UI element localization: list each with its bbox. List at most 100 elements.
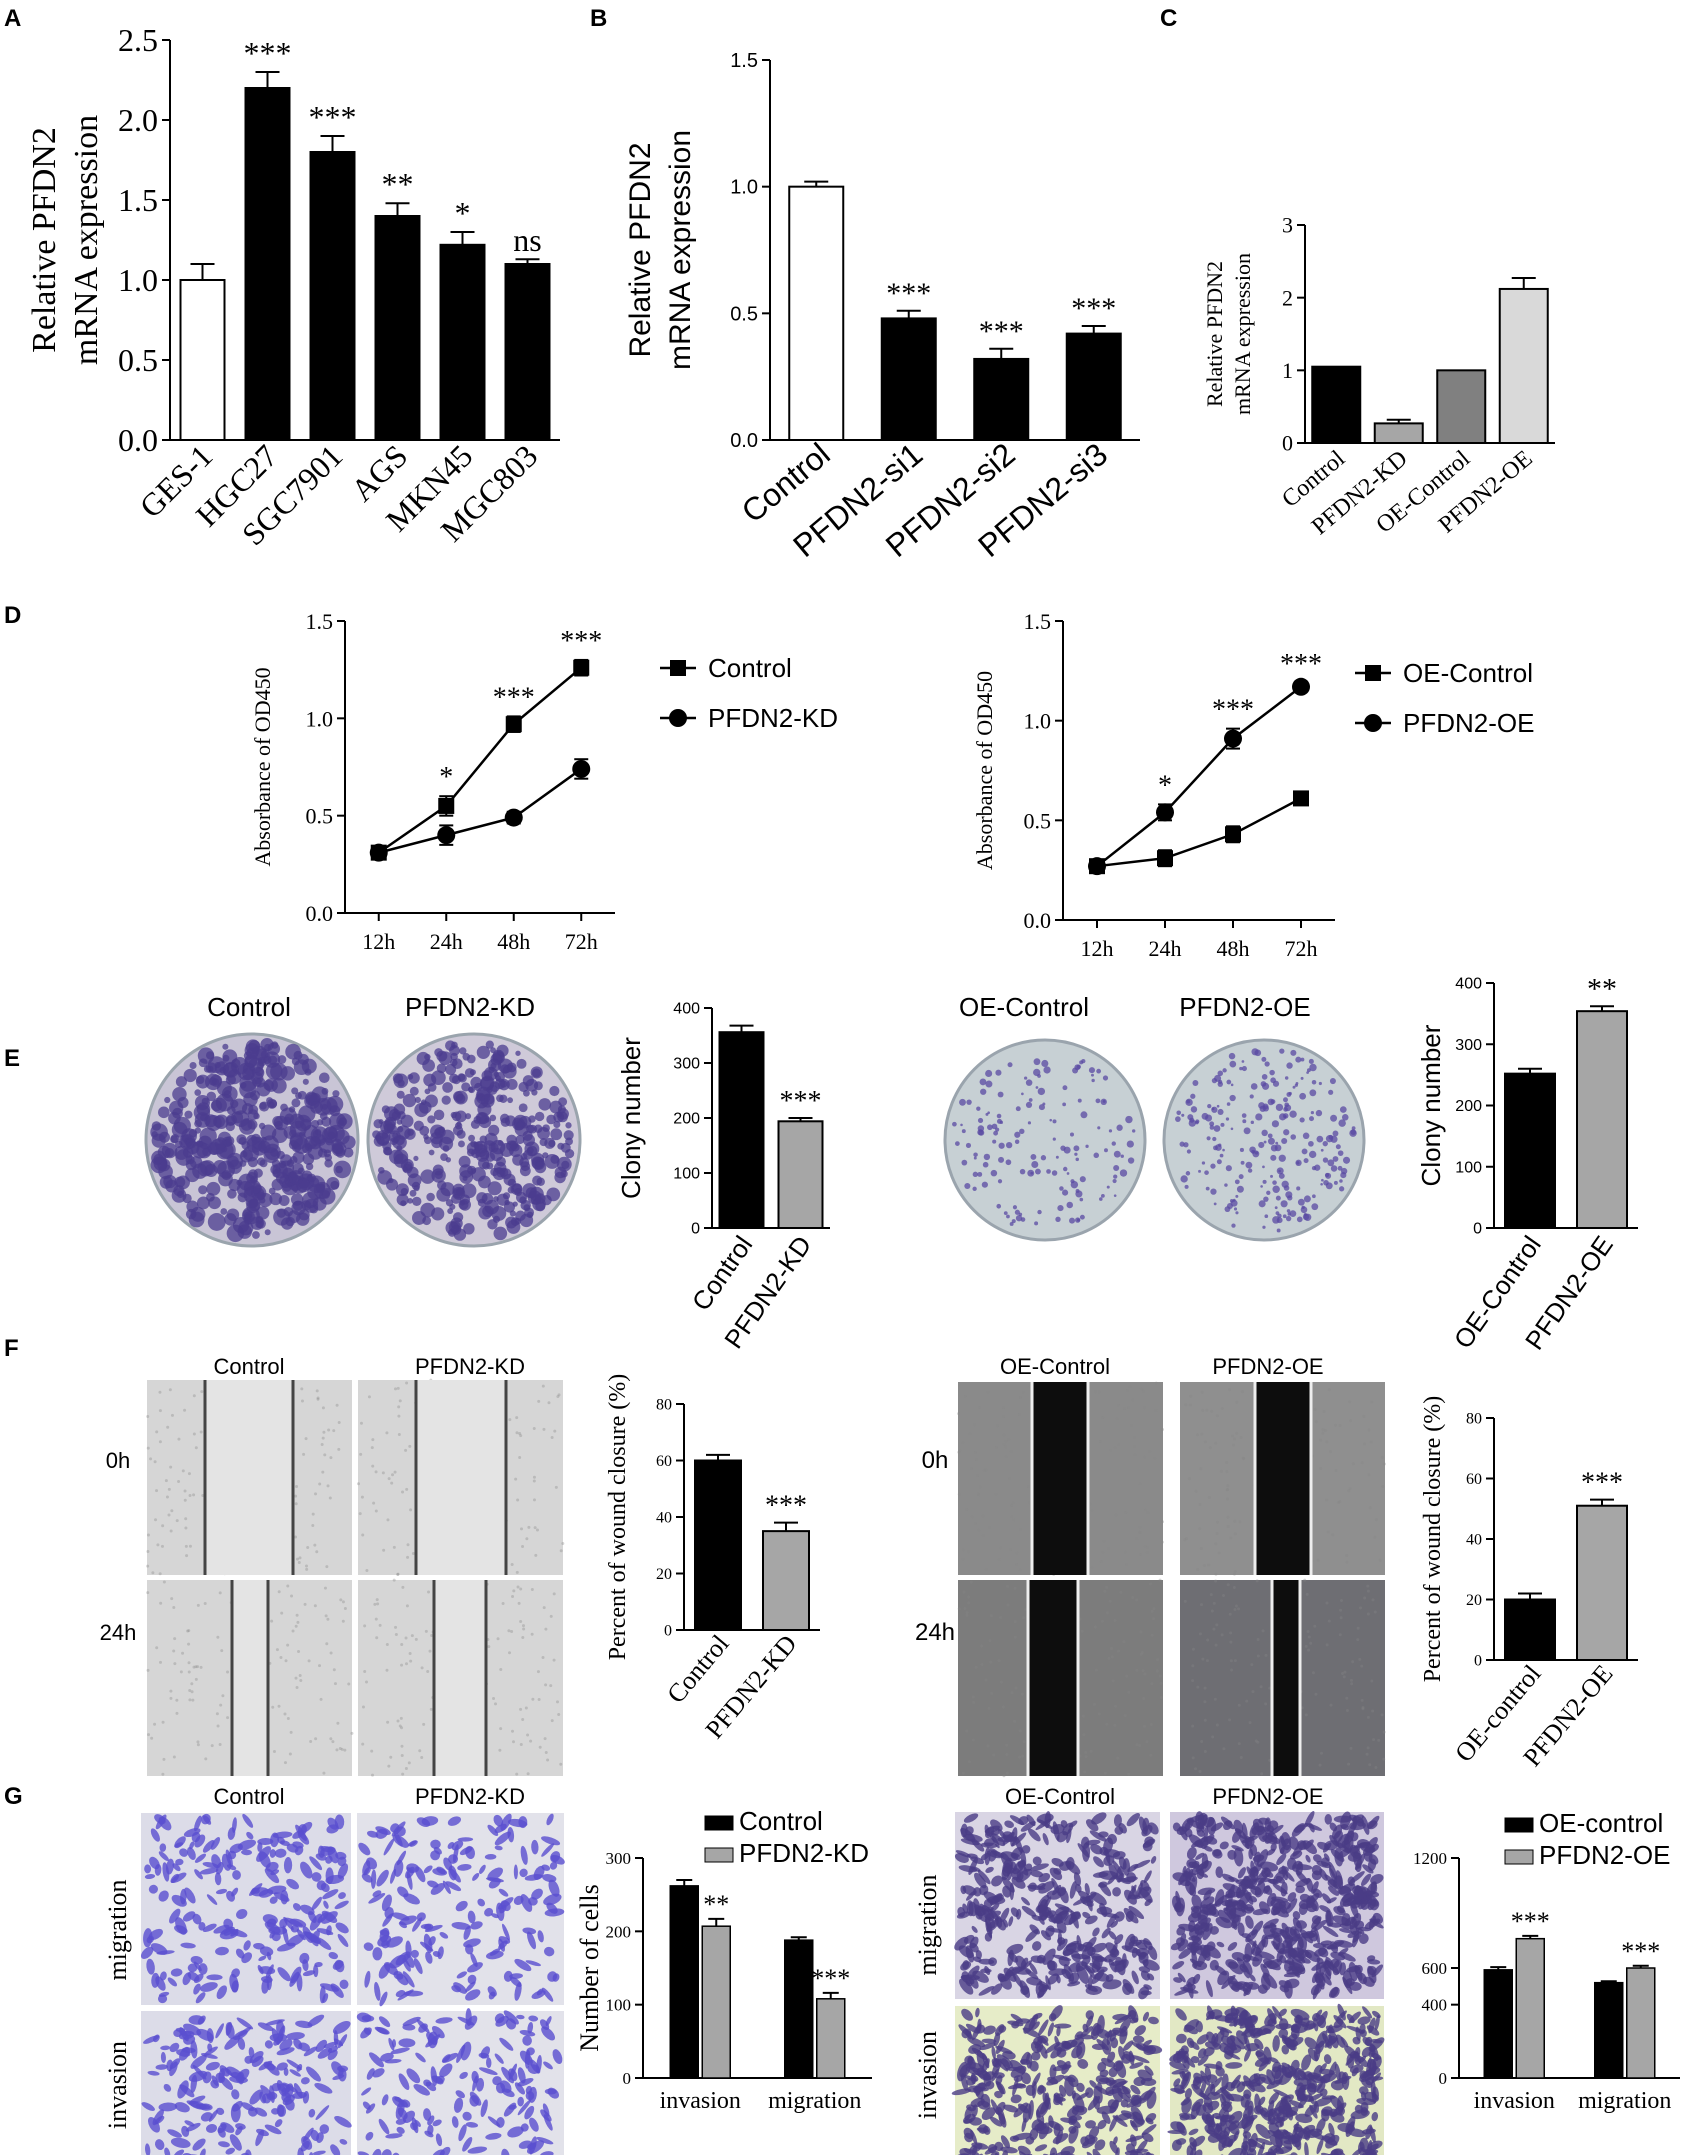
texture-dot (1115, 1417, 1119, 1421)
colony (1308, 1058, 1314, 1064)
texture-dot (1021, 1390, 1025, 1394)
texture-dot (192, 1394, 196, 1398)
colony (1051, 1170, 1058, 1176)
texture-dot (1093, 1625, 1097, 1629)
colony (1003, 1211, 1008, 1215)
texture-dot (1338, 1500, 1342, 1504)
texture-dot (183, 1408, 187, 1412)
colony-plate-pfdn2-kd (366, 1032, 582, 1248)
texture-dot (1229, 1640, 1233, 1644)
y-axis-label: mRNA expression (1230, 253, 1255, 415)
texture-dot (325, 1565, 329, 1569)
texture-dot (1139, 1630, 1143, 1634)
texture-dot (549, 1684, 553, 1688)
texture-dot (1217, 1551, 1221, 1555)
texture-dot (1239, 1756, 1243, 1760)
colony (1290, 1049, 1297, 1056)
colony (1320, 1182, 1323, 1186)
texture-dot (199, 1665, 203, 1669)
texture-dot (1339, 1616, 1343, 1620)
significance-label: ns (513, 222, 541, 258)
texture-dot (556, 1395, 560, 1399)
texture-dot (1018, 1755, 1022, 1759)
texture-dot (1154, 1409, 1158, 1413)
colony (565, 1137, 573, 1146)
colony (1231, 1223, 1236, 1228)
colony (1337, 1150, 1344, 1156)
texture-dot (1203, 1686, 1207, 1690)
colony (335, 1148, 346, 1158)
texture-dot (1122, 1640, 1126, 1644)
texture-dot (1102, 1539, 1106, 1543)
texture-dot (350, 1731, 354, 1735)
texture-dot (199, 1430, 203, 1434)
colony (185, 1138, 197, 1149)
colony (1328, 1089, 1334, 1095)
texture-dot (192, 1432, 196, 1436)
texture-dot (1380, 1713, 1384, 1717)
texture-dot (1319, 1438, 1323, 1442)
y-tick-label: 0.5 (1024, 808, 1052, 833)
colony (1030, 1171, 1034, 1175)
texture-dot (1216, 1520, 1220, 1524)
colony (327, 1124, 345, 1142)
colony (1229, 1199, 1234, 1203)
colony (377, 1170, 392, 1185)
x-tick-label: 48h (497, 929, 530, 954)
colony (1308, 1150, 1317, 1159)
texture-dot (1184, 1403, 1188, 1407)
y-tick-label: 0.5 (730, 303, 758, 325)
colony (454, 1122, 463, 1130)
colony (1075, 1190, 1083, 1198)
texture-dot (1198, 1527, 1202, 1531)
colony (1097, 1126, 1101, 1130)
colony (225, 1074, 236, 1085)
texture-dot (275, 1648, 279, 1652)
texture-dot (1097, 1390, 1101, 1394)
colony (1095, 1098, 1101, 1104)
texture-dot (1022, 1740, 1026, 1744)
y-tick-label: 40 (1466, 1532, 1482, 1549)
texture-dot (981, 1514, 985, 1518)
colony (1339, 1179, 1343, 1183)
texture-dot (1303, 1578, 1307, 1582)
texture-dot (400, 1663, 404, 1667)
texture-dot (1094, 1668, 1098, 1672)
texture-dot (183, 1498, 187, 1502)
colony (1314, 1164, 1321, 1171)
texture-dot (400, 1642, 404, 1646)
texture-dot (1125, 1563, 1129, 1567)
colony (1216, 1159, 1222, 1165)
texture-dot (294, 1535, 298, 1539)
colony (428, 1149, 435, 1156)
colony (1245, 1161, 1253, 1169)
texture-dot (177, 1437, 181, 1441)
colony (199, 1127, 217, 1145)
texture-dot (300, 1387, 304, 1391)
texture-dot (1142, 1697, 1146, 1701)
texture-dot (150, 1736, 154, 1740)
colony (473, 1141, 484, 1151)
texture-dot (1208, 1446, 1212, 1450)
texture-dot (542, 1606, 546, 1610)
colony (557, 1108, 569, 1120)
colony (321, 1087, 329, 1095)
texture-dot (1345, 1696, 1349, 1700)
texture-dot (1021, 1754, 1025, 1758)
texture-dot (185, 1554, 189, 1558)
texture-dot (191, 1698, 195, 1702)
texture-dot (1210, 1409, 1214, 1413)
colony (407, 1129, 414, 1136)
texture-dot (972, 1423, 976, 1427)
colony (1250, 1083, 1258, 1090)
colony (1329, 1078, 1336, 1085)
texture-dot (1183, 1599, 1187, 1603)
colony (531, 1089, 538, 1096)
colony (1207, 1104, 1212, 1109)
colony (1069, 1132, 1075, 1137)
texture-dot (1089, 1749, 1093, 1753)
colony (217, 1160, 235, 1179)
significance-label: *** (1212, 695, 1254, 726)
y-tick-label: 60 (656, 1453, 672, 1470)
texture-dot (1128, 1385, 1132, 1389)
